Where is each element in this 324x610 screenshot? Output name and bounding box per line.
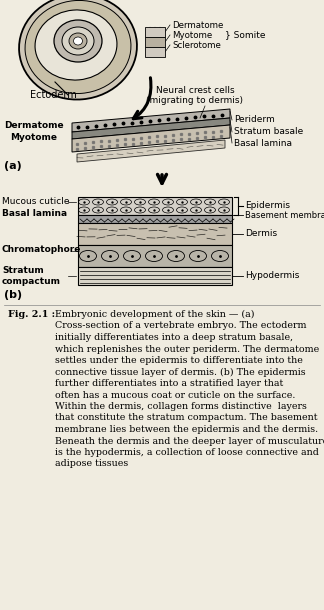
Text: Stratum basale: Stratum basale [234, 127, 303, 137]
Bar [145, 27, 165, 37]
Text: often has a mucous coat or cuticle on the surface.: often has a mucous coat or cuticle on th… [55, 390, 295, 400]
Text: Stratum
compactum: Stratum compactum [2, 266, 61, 286]
Bar [78, 197, 232, 215]
Ellipse shape [74, 37, 83, 45]
Text: connective tissue layer of dermis. (b) The epidermis: connective tissue layer of dermis. (b) T… [55, 367, 306, 376]
Text: initially differentiates into a deep stratum basale,: initially differentiates into a deep str… [55, 333, 293, 342]
Text: Beneath the dermis and the deeper layer of musculature: Beneath the dermis and the deeper layer … [55, 437, 324, 445]
Text: membrane lies between the epidermis and the dermis.: membrane lies between the epidermis and … [55, 425, 318, 434]
Text: Periderm: Periderm [234, 115, 275, 124]
Polygon shape [72, 109, 230, 132]
Text: Neural crest cells
(migrating to dermis): Neural crest cells (migrating to dermis) [146, 85, 244, 105]
Text: Basement membrane: Basement membrane [245, 210, 324, 220]
Ellipse shape [35, 10, 117, 80]
Text: Hypodermis: Hypodermis [245, 271, 299, 281]
Text: Mucous cuticle: Mucous cuticle [2, 196, 70, 206]
Text: Epidermis: Epidermis [245, 201, 290, 210]
Polygon shape [72, 118, 230, 139]
Text: Chromatophore: Chromatophore [2, 245, 81, 254]
Text: Dermatome: Dermatome [4, 121, 64, 131]
Text: Fig. 2.1 :: Fig. 2.1 : [8, 310, 58, 319]
Text: } Somite: } Somite [225, 30, 265, 40]
Text: Myotome: Myotome [10, 132, 57, 142]
Bar [78, 267, 232, 285]
Text: Dermis: Dermis [245, 229, 277, 239]
Text: Basal lamina: Basal lamina [234, 138, 292, 148]
Text: adipose tissues: adipose tissues [55, 459, 128, 468]
Bar [78, 245, 232, 267]
Text: (a): (a) [4, 161, 22, 171]
Text: Cross-section of a vertebrate embryo. The ectoderm: Cross-section of a vertebrate embryo. Th… [55, 321, 307, 331]
Text: Myotome: Myotome [172, 30, 212, 40]
Ellipse shape [54, 20, 102, 62]
Ellipse shape [25, 1, 131, 93]
Ellipse shape [19, 0, 137, 99]
Polygon shape [72, 125, 230, 152]
Text: Embryonic development of the skin — (a): Embryonic development of the skin — (a) [55, 310, 254, 319]
Text: further differentiates into a stratified layer that: further differentiates into a stratified… [55, 379, 283, 388]
Text: that constitute the stratum compactum. The basement: that constitute the stratum compactum. T… [55, 414, 318, 423]
Bar [145, 37, 165, 47]
Ellipse shape [69, 33, 87, 49]
Text: Basal lamina: Basal lamina [2, 209, 67, 218]
Text: (b): (b) [4, 290, 22, 300]
Text: Dermatome: Dermatome [172, 21, 223, 29]
Text: which replenishes the outer periderm. The dermatome: which replenishes the outer periderm. Th… [55, 345, 319, 354]
Text: Ectoderm: Ectoderm [30, 90, 77, 100]
Text: Sclerotome: Sclerotome [172, 40, 221, 49]
Polygon shape [77, 140, 225, 162]
Text: Within the dermis, collagen forms distinctive  layers: Within the dermis, collagen forms distin… [55, 402, 307, 411]
Ellipse shape [62, 27, 94, 55]
Text: is the hypodermis, a collection of loose connective and: is the hypodermis, a collection of loose… [55, 448, 319, 457]
Bar [78, 215, 232, 223]
Bar [145, 47, 165, 57]
Text: settles under the epidermis to differentiate into the: settles under the epidermis to different… [55, 356, 303, 365]
Bar [78, 223, 232, 245]
